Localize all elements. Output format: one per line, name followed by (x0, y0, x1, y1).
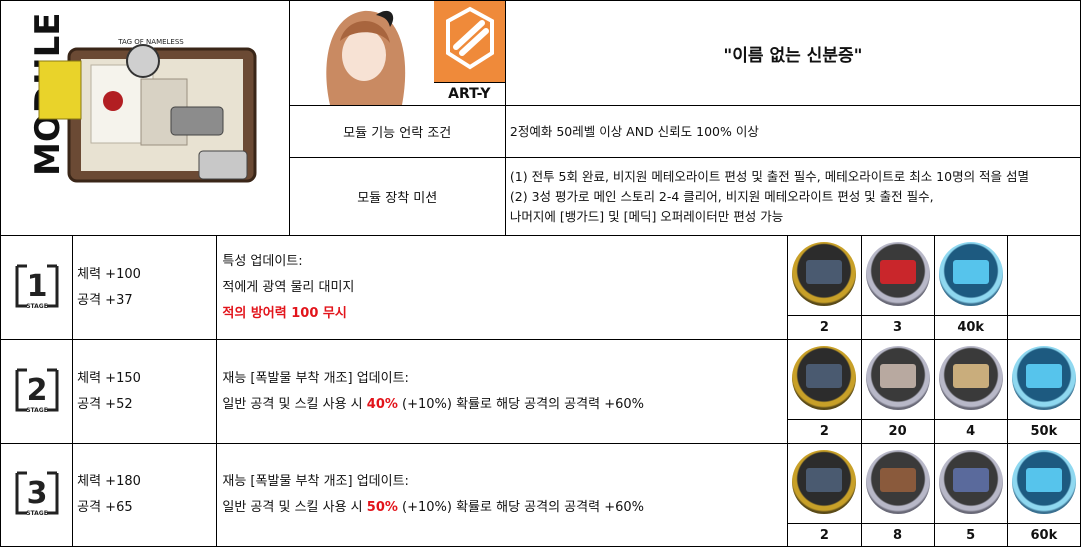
stage-3-material-3 (933, 443, 1008, 524)
stage-3-effect-line: 일반 공격 및 스킬 사용 시 50% (+10%) 확률로 해당 공격의 공격… (222, 495, 787, 521)
svg-text:3: 3 (26, 476, 47, 511)
stage-3-stats: 체력 +180 공격 +65 (72, 443, 218, 547)
module-data-block-icon (792, 242, 857, 306)
stage-3-material-1 (787, 443, 862, 524)
stage-1-qty-1: 2 (787, 315, 862, 340)
stage-1-stats: 체력 +100 공격 +37 (72, 235, 218, 340)
stage-3-material-4 (1006, 443, 1082, 524)
stage-2-hp: 체력 +150 (77, 370, 141, 386)
brand-name: ART-Y (433, 82, 505, 105)
module-artwork-cell: MODULE TAG OF NAMELESS (0, 0, 290, 236)
svg-text:STAGE: STAGE (26, 303, 48, 310)
brand-logo-area (434, 1, 505, 82)
synthetic-component-icon (865, 450, 930, 514)
svg-text:2: 2 (26, 373, 47, 408)
crystal-tool-icon (865, 346, 930, 410)
red-bricks-icon (865, 242, 930, 306)
stage-2-effect-pre: 일반 공격 및 스킬 사용 시 (222, 396, 367, 412)
mission-line-1: (1) 전투 5회 완료, 비지원 메테오라이트 편성 및 출전 필수, 메테오… (509, 168, 1030, 184)
stage-2-material-3 (933, 339, 1008, 420)
stage-2-icon: 2 STAGE (13, 364, 61, 416)
stage-1-effect-highlight: 적의 방어력 100 무시 (222, 305, 347, 321)
lmd-icon (1011, 346, 1076, 410)
stage-3-material-2 (860, 443, 935, 524)
stage-1-material-3 (933, 235, 1008, 316)
stage-3-effect-pre: 일반 공격 및 스킬 사용 시 (222, 500, 367, 515)
unlock-condition-value: 2정예화 50레벨 이상 AND 신뢰도 100% 이상 (504, 105, 1082, 158)
unlock-condition-label: 모듈 기능 언락 조건 (288, 105, 506, 158)
module-artwork: MODULE TAG OF NAMELESS (28, 13, 257, 183)
stage-2-material-2 (860, 339, 935, 420)
cube-icon (938, 450, 1003, 514)
module-title: "이름 없는 신분증" (504, 0, 1082, 106)
art-y-logo-icon (445, 6, 494, 70)
tag-of-nameless-label: TAG OF NAMELESS (117, 38, 184, 46)
svg-text:1: 1 (26, 269, 47, 304)
mission-line-3: 나머지에 [뱅가드] 및 [메딕] 오퍼레이터만 편성 가능 (509, 208, 784, 224)
stage-3-effect-post: (+10%) 확률로 해당 공격의 공격력 +60% (397, 500, 644, 515)
stage-3-effect: 재능 [폭발물 부착 개조] 업데이트: 일반 공격 및 스킬 사용 시 50%… (216, 443, 789, 547)
mission-label: 모듈 장착 미션 (288, 157, 506, 236)
stage-2-qty-1: 2 (787, 419, 862, 444)
module-data-block-icon (792, 346, 857, 410)
lmd-icon (938, 242, 1003, 306)
stage-2-material-4 (1006, 339, 1082, 420)
stage-2-qty-3: 4 (933, 419, 1008, 444)
stage-1-icon: 1 STAGE (13, 260, 61, 312)
stage-3-effect-highlight: 50% (366, 500, 398, 515)
stage-1-qty-4 (1006, 315, 1082, 340)
stage-2-effect: 재능 [폭발물 부착 개조] 업데이트: 일반 공격 및 스킬 사용 시 40%… (216, 339, 789, 444)
stage-2-atk: 공격 +52 (77, 396, 133, 412)
stage-2-qty-4: 50k (1006, 419, 1082, 444)
stage-2-material-1 (787, 339, 862, 420)
stage-2-qty-2: 20 (860, 419, 935, 444)
brand-cell: ART-Y (432, 0, 506, 106)
stage-3-qty-1: 2 (787, 523, 862, 547)
stage-3-hp: 체력 +180 (77, 474, 141, 489)
svg-text:STAGE: STAGE (26, 510, 48, 517)
stage-2-stats: 체력 +150 공격 +52 (72, 339, 218, 444)
stage-3-qty-3: 5 (933, 523, 1008, 547)
stage-1-qty-3: 40k (933, 315, 1008, 340)
stage-3-badge: 3 STAGE (0, 443, 74, 547)
stage-1-badge: 1 STAGE (0, 235, 74, 340)
svg-text:STAGE: STAGE (26, 407, 48, 414)
module-data-block-icon (792, 450, 857, 514)
stage-1-effect: 특성 업데이트: 적에게 광역 물리 대미지 적의 방어력 100 무시 (216, 235, 789, 340)
stage-1-material-4 (1006, 235, 1082, 316)
stage-1-atk: 공격 +37 (77, 292, 133, 308)
stage-3-effect-title: 재능 [폭발물 부착 개조] 업데이트: (222, 474, 409, 489)
lmd-icon (1011, 450, 1076, 514)
stage-2-effect-highlight: 40% (366, 396, 398, 412)
stage-2-effect-line: 일반 공격 및 스킬 사용 시 40% (+10%) 확률로 해당 공격의 공격… (222, 392, 787, 418)
stage-2-effect-post: (+10%) 확률로 해당 공격의 공격력 +60% (397, 396, 644, 412)
stage-3-qty-2: 8 (860, 523, 935, 547)
stage-2-effect-title: 재능 [폭발물 부착 개조] 업데이트: (222, 370, 409, 386)
stage-1-hp: 체력 +100 (77, 266, 141, 282)
sugar-box-icon (938, 346, 1003, 410)
mission-list: (1) 전투 5회 완료, 비지원 메테오라이트 편성 및 출전 필수, 메테오… (504, 157, 1082, 236)
stage-1-effect-title: 특성 업데이트: (222, 253, 303, 269)
stage-1-material-2 (860, 235, 935, 316)
mission-line-2: (2) 3성 평가로 메인 스토리 2-4 클리어, 비지원 메테오라이트 편성… (509, 188, 934, 204)
operator-portrait (289, 1, 434, 105)
stage-3-atk: 공격 +65 (77, 500, 133, 515)
stage-1-effect-line: 적에게 광역 물리 대미지 (222, 279, 355, 295)
stage-1-qty-2: 3 (860, 315, 935, 340)
stage-2-badge: 2 STAGE (0, 339, 74, 444)
stage-3-icon: 3 STAGE (13, 467, 61, 519)
operator-portrait-cell (288, 0, 434, 106)
stage-3-qty-4: 60k (1006, 523, 1082, 547)
stage-1-material-1 (787, 235, 862, 316)
